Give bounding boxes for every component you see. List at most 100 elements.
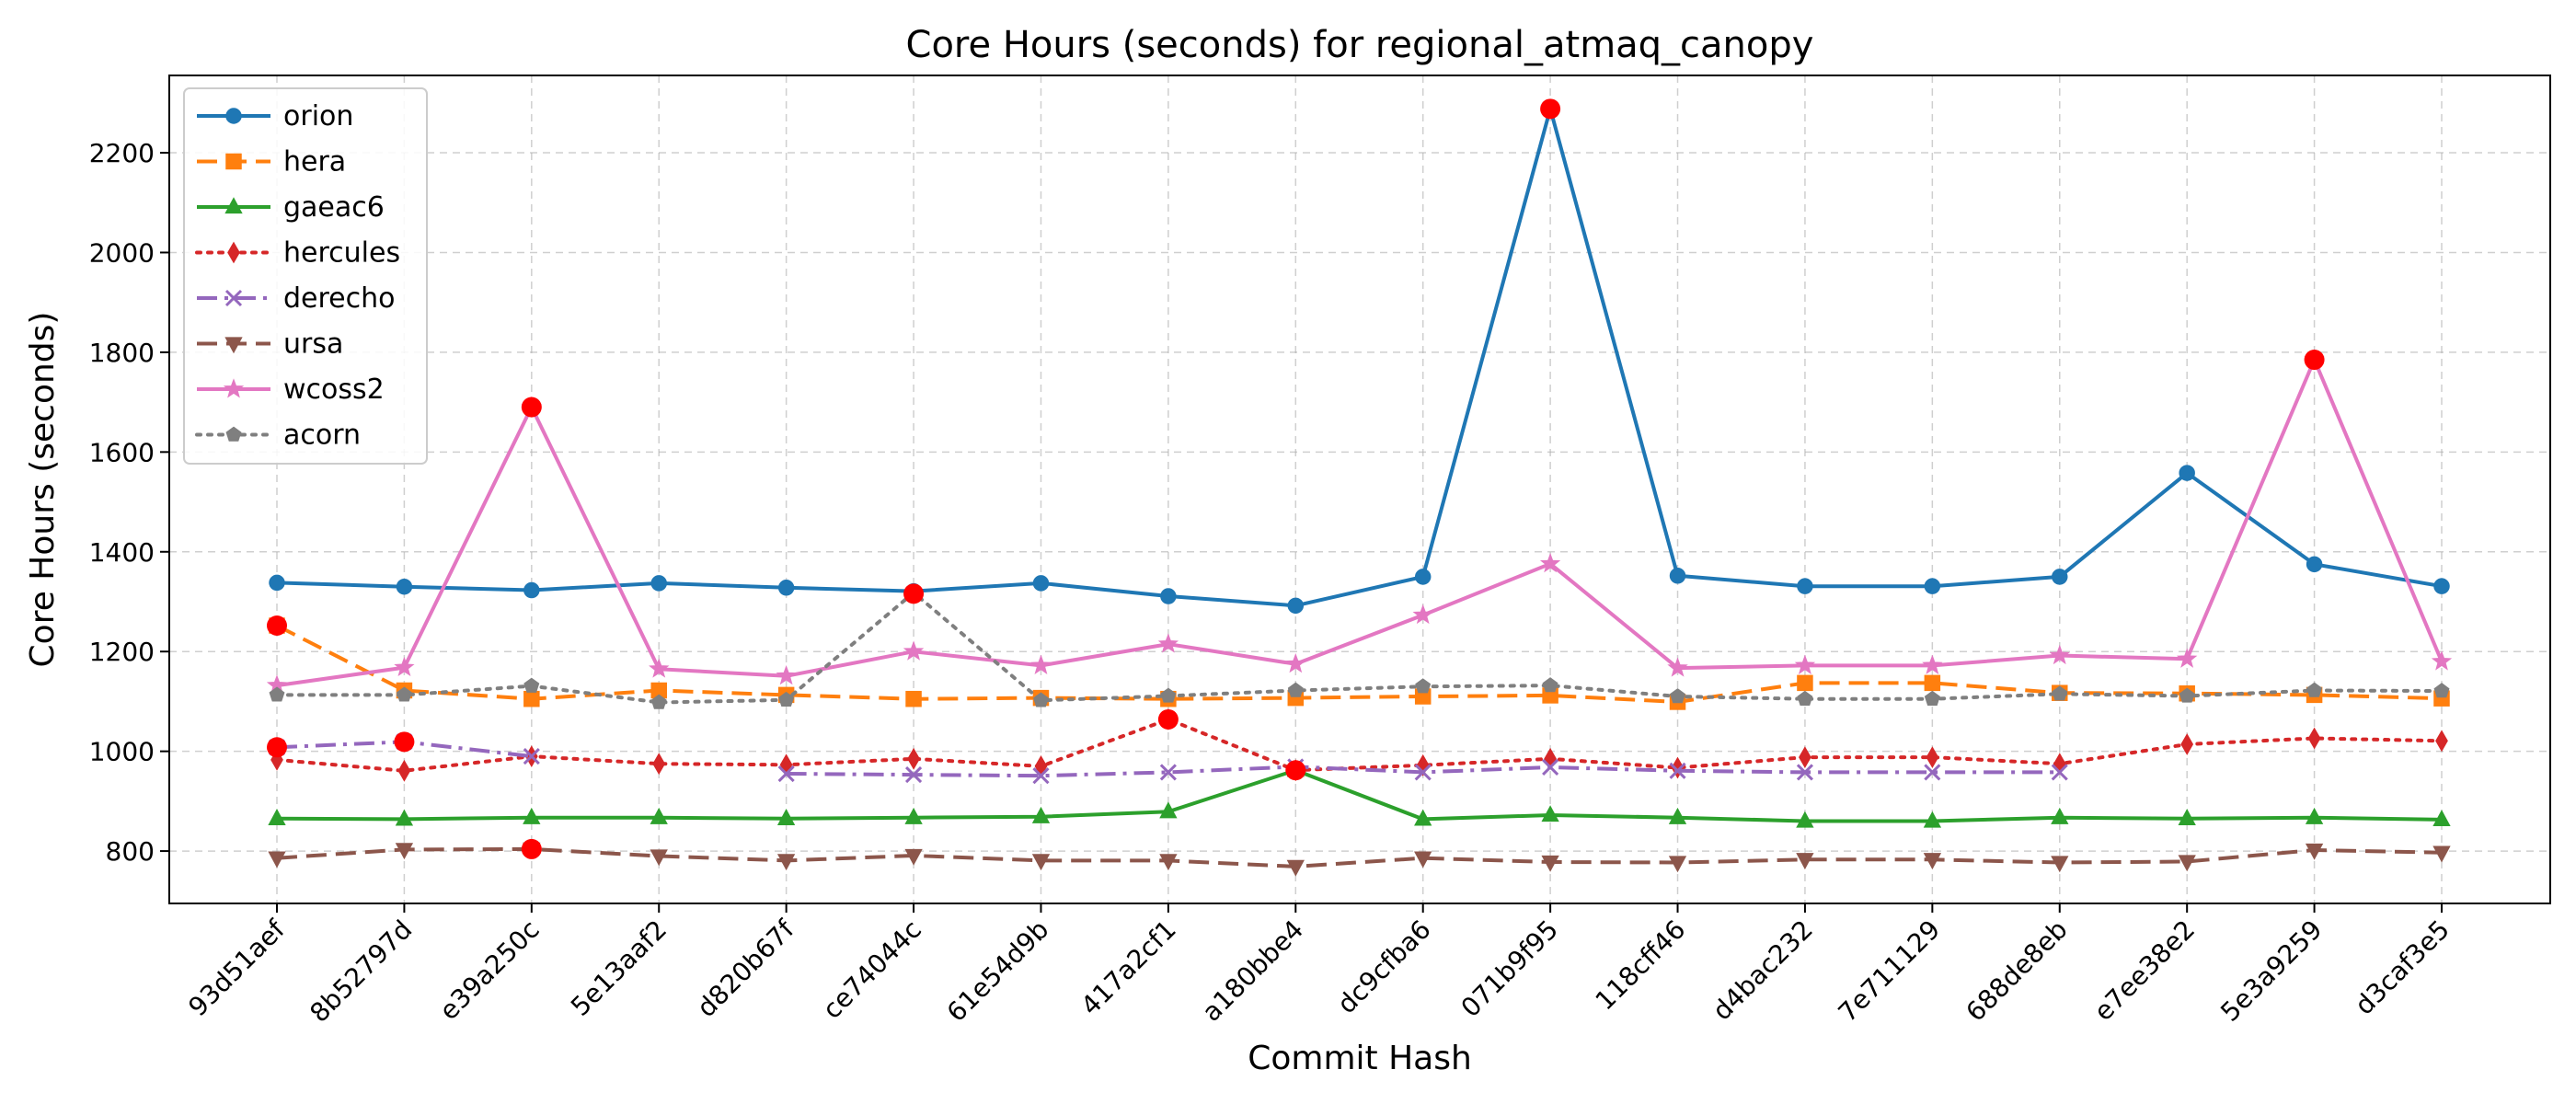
highlight-point-wcoss2 [521, 397, 542, 418]
data-point-ursa [1286, 859, 1305, 877]
data-point-wcoss2 [2431, 650, 2453, 671]
data-point-wcoss2 [2176, 648, 2198, 668]
data-point-gaeac6 [523, 807, 541, 824]
data-point-acorn [2306, 682, 2323, 697]
legend-label-hercules: hercules [283, 237, 400, 270]
data-point-orion [1032, 575, 1050, 592]
data-point-orion [2306, 556, 2323, 573]
data-point-orion [523, 581, 540, 599]
data-point-ursa [395, 843, 414, 860]
data-point-ursa [650, 849, 668, 867]
data-point-acorn [1033, 692, 1049, 707]
data-point-ursa [1541, 855, 1559, 872]
legend-marker-derecho [224, 289, 243, 307]
data-point-ursa [904, 848, 923, 866]
data-point-hera [905, 690, 922, 707]
y-tick-label: 1200 [89, 637, 155, 667]
data-point-ursa [1159, 854, 1178, 871]
data-point-hercules [2180, 733, 2194, 755]
legend-marker-hera [225, 153, 242, 170]
data-point-orion [1924, 578, 1941, 594]
series-line-wcoss2 [276, 358, 2444, 688]
data-point-ursa [1668, 856, 1687, 873]
data-point-derecho [904, 766, 923, 784]
data-point-derecho [1159, 764, 1177, 781]
data-point-gaeac6 [904, 807, 923, 824]
legend-box [183, 87, 428, 465]
highlight-point-orion [1540, 98, 1561, 120]
data-point-acorn [1415, 678, 1432, 694]
data-point-acorn [2052, 685, 2068, 701]
data-point-wcoss2 [394, 656, 415, 677]
data-point-hercules [2307, 727, 2321, 750]
data-point-ursa [1414, 851, 1432, 868]
data-point-gaeac6 [1923, 811, 1942, 828]
legend-marker-orion [225, 108, 242, 124]
data-point-acorn [1924, 690, 1940, 706]
data-point-acorn [1797, 690, 1813, 706]
legend-item-gaeac6: gaeac6 [197, 191, 385, 224]
data-point-ursa [2305, 843, 2324, 860]
highlight-point-hercules [1157, 708, 1179, 730]
data-point-orion [1669, 568, 1686, 584]
data-point-derecho [1669, 762, 1686, 779]
y-tick-label: 1400 [89, 537, 155, 568]
data-point-orion [269, 574, 285, 592]
data-point-acorn [1160, 687, 1177, 703]
data-point-acorn [778, 691, 795, 707]
series-line-hercules [275, 717, 2444, 773]
data-point-orion [2433, 578, 2450, 594]
data-point-derecho [1542, 758, 1559, 776]
y-tick-label: 1000 [89, 737, 155, 767]
data-point-wcoss2 [1030, 654, 1052, 674]
data-point-ursa [2178, 855, 2196, 872]
data-point-gaeac6 [395, 809, 414, 826]
data-point-ursa [2432, 845, 2451, 863]
data-point-wcoss2 [1157, 633, 1179, 653]
data-point-derecho [1796, 764, 1814, 781]
data-point-wcoss2 [649, 658, 670, 678]
data-point-acorn [396, 686, 412, 702]
data-point-ursa [268, 851, 286, 868]
data-point-derecho [523, 747, 540, 765]
data-point-wcoss2 [2049, 644, 2070, 665]
data-point-derecho [777, 765, 795, 783]
legend-label-acorn: acorn [283, 420, 361, 452]
data-point-gaeac6 [1796, 811, 1814, 828]
y-tick-label: 1800 [89, 338, 155, 368]
data-point-hera [1797, 674, 1813, 692]
data-point-orion [396, 578, 413, 595]
data-point-acorn [650, 694, 667, 709]
data-point-gaeac6 [650, 807, 668, 824]
data-point-wcoss2 [1539, 553, 1561, 573]
data-point-gaeac6 [2432, 810, 2451, 827]
y-tick-label: 2200 [89, 138, 155, 168]
data-point-wcoss2 [1794, 654, 1816, 674]
data-point-gaeac6 [2051, 807, 2069, 824]
legend-item-orion: orion [197, 100, 353, 132]
legend-marker-gaeac6 [224, 197, 243, 214]
highlight-point-hera [267, 615, 287, 637]
data-point-ursa [2051, 856, 2069, 873]
series-line-ursa [276, 846, 2443, 868]
legend-marker-acorn [225, 426, 242, 442]
data-point-hercules [2435, 730, 2448, 753]
data-point-gaeac6 [776, 809, 796, 825]
data-point-hercules [907, 747, 920, 770]
y-tick-label: 2000 [89, 237, 155, 268]
data-point-acorn [1542, 677, 1558, 693]
legend-marker-ursa [224, 337, 243, 354]
data-point-gaeac6 [2305, 807, 2324, 824]
data-point-wcoss2 [1667, 657, 1688, 677]
legend-label-orion: orion [283, 100, 353, 132]
data-point-orion [2052, 569, 2068, 585]
data-point-orion [2179, 465, 2195, 481]
highlight-point-derecho [394, 731, 415, 753]
data-point-wcoss2 [776, 665, 797, 685]
x-axis-label: Commit Hash [1248, 1040, 1472, 1077]
data-point-orion [1287, 597, 1305, 615]
data-point-acorn [269, 686, 285, 702]
data-point-wcoss2 [1285, 653, 1306, 673]
legend: orion hera gaeac6 hercules derecho ursa wcoss2… [183, 87, 428, 465]
